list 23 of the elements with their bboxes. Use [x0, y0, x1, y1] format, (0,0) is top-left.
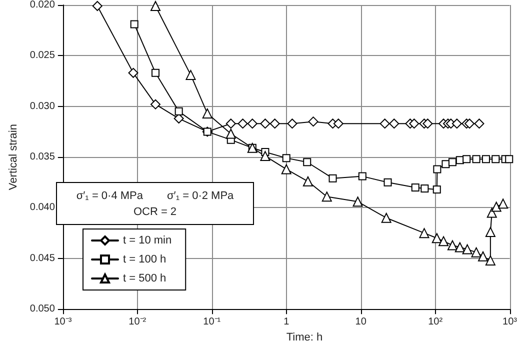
- note-box: σ′₁ = 0·4 MPa σ′₁ = 0·2 MPa OCR = 2: [56, 182, 254, 225]
- x-tick-label: 1: [284, 316, 290, 328]
- x-tick-label: 10⁻¹: [203, 316, 222, 328]
- x-axis-title: Time: h: [286, 332, 323, 344]
- y-tick-label: 0.025: [30, 50, 56, 62]
- annotation: σ′₁ = 0·4 MPa: [76, 190, 143, 202]
- annotation: σ′₁ = 0·2 MPa: [167, 190, 234, 202]
- legend-label: t = 500 h: [123, 272, 166, 284]
- legend-label: t = 100 h: [123, 254, 166, 266]
- x-tick-label: 10²: [428, 316, 444, 328]
- x-tick-label: 10: [355, 316, 367, 328]
- y-tick-label: 0.035: [30, 152, 56, 163]
- x-tick-label: 10⁻³: [54, 316, 72, 328]
- y-tick-label: 0.020: [30, 0, 56, 10]
- x-tick-label: 10⁻²: [128, 316, 147, 328]
- y-tick-label: 0.050: [30, 304, 56, 315]
- y-axis-title: Vertical strain: [8, 124, 20, 190]
- annotation: OCR = 2: [132, 205, 178, 220]
- y-tick-label: 0.045: [30, 252, 56, 264]
- x-tick-label: 10³: [502, 316, 518, 328]
- y-tick-label: 0.030: [30, 100, 56, 112]
- legend-label: t = 10 min: [123, 234, 172, 246]
- y-tick-label: 0.040: [30, 202, 56, 214]
